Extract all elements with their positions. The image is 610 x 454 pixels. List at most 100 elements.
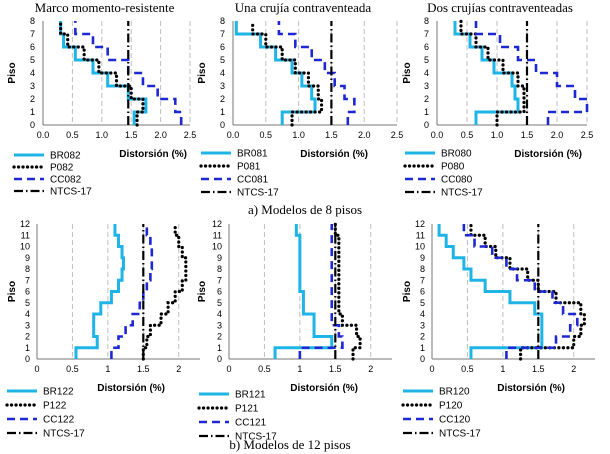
- y-tick-label: 3: [25, 320, 30, 330]
- x-tick-label: 0.5: [66, 130, 79, 140]
- y-tick-label: 0: [424, 120, 429, 130]
- y-tick-label: 5: [420, 298, 425, 308]
- series-br122: [74, 224, 125, 359]
- y-tick-label: 6: [420, 287, 425, 297]
- series-cc081: [277, 21, 356, 125]
- y-tick-label: 5: [30, 55, 35, 65]
- legend-label-cc122: CC122: [43, 415, 75, 426]
- x-tick-label: 0.5: [258, 364, 271, 374]
- x-axis-title: Distorsión (%): [497, 383, 565, 394]
- legend-label-ntcs-17: NTCS-17: [237, 188, 279, 199]
- y-tick-label: 2: [30, 94, 35, 104]
- x-tick-label: 2.5: [391, 130, 404, 140]
- y-tick-label: 8: [424, 16, 429, 26]
- y-tick-label: 2: [25, 332, 30, 342]
- y-tick-label: 4: [25, 309, 30, 319]
- x-tick-label: 0.5: [461, 130, 474, 140]
- y-tick-label: 6: [424, 42, 429, 52]
- series-p122: [141, 222, 188, 361]
- y-tick-label: 8: [30, 16, 35, 26]
- y-tick-label: 4: [30, 68, 35, 78]
- legend-label-p080: P080: [441, 162, 465, 173]
- y-tick-label: 11: [21, 230, 30, 240]
- y-tick-label: 0: [217, 354, 222, 364]
- y-tick-label: 4: [424, 68, 429, 78]
- y-tick-label: 1: [424, 107, 429, 117]
- y-tick-label: 6: [220, 42, 225, 52]
- y-tick-label: 0: [25, 354, 30, 364]
- y-tick-label: 1: [30, 107, 35, 117]
- y-tick-label: 6: [25, 287, 30, 297]
- x-axis-title: Distorsión (%): [290, 383, 358, 394]
- y-tick-label: 4: [420, 309, 425, 319]
- x-tick-label: 0.5: [461, 364, 474, 374]
- legend-label-ntcs-17: NTCS-17: [441, 188, 483, 199]
- series-cc082: [74, 21, 183, 125]
- y-tick-label: 7: [424, 29, 429, 39]
- x-tick-label: 0: [429, 364, 434, 374]
- legend-label-br121: BR121: [235, 390, 266, 401]
- x-tick-label: 1.5: [532, 364, 545, 374]
- x-tick-label: 0: [226, 364, 231, 374]
- legend-label-p082: P082: [50, 163, 74, 174]
- y-tick-label: 2: [217, 332, 222, 342]
- x-tick-label: 1: [297, 364, 302, 374]
- series-p080: [459, 19, 526, 127]
- y-tick-label: 12: [212, 219, 222, 229]
- y-axis-title: Piso: [197, 281, 208, 302]
- y-tick-label: 3: [217, 320, 222, 330]
- chart-title: Una crujía contraventeada: [235, 0, 372, 15]
- x-tick-label: 1.5: [521, 130, 534, 140]
- x-tick-label: 2: [176, 364, 181, 374]
- y-tick-label: 2: [220, 94, 225, 104]
- y-tick-label: 1: [217, 343, 222, 353]
- y-tick-label: 7: [420, 275, 425, 285]
- caption-8-pisos: a) Modelos de 8 pisos: [248, 202, 362, 217]
- x-tick-label: 2: [571, 364, 576, 374]
- y-tick-label: 7: [217, 275, 222, 285]
- legend-label-cc121: CC121: [235, 418, 267, 429]
- legend-label-ntcs-17: NTCS-17: [439, 429, 481, 440]
- x-tick-label: 1.0: [292, 130, 305, 140]
- series-cc121: [298, 224, 344, 359]
- x-axis-title: Distorsión (%): [97, 383, 165, 394]
- series-br120: [437, 224, 544, 359]
- y-tick-label: 12: [415, 219, 425, 229]
- y-tick-label: 11: [416, 230, 425, 240]
- x-tick-label: 1.0: [491, 130, 504, 140]
- legend-label-br080: BR080: [441, 149, 472, 160]
- y-tick-label: 8: [420, 264, 425, 274]
- y-tick-label: 7: [25, 275, 30, 285]
- y-tick-label: 5: [25, 298, 30, 308]
- y-tick-label: 1: [25, 343, 30, 353]
- y-tick-label: 3: [220, 81, 225, 91]
- x-tick-label: 0: [34, 364, 39, 374]
- y-tick-label: 8: [25, 264, 30, 274]
- x-tick-label: 1: [500, 364, 505, 374]
- y-tick-label: 10: [415, 242, 425, 252]
- x-tick-label: 2.0: [358, 130, 371, 140]
- y-axis-title: Piso: [402, 62, 413, 83]
- y-tick-label: 5: [220, 55, 225, 65]
- legend-label-ntcs-17: NTCS-17: [235, 432, 277, 443]
- y-axis-title: Piso: [7, 281, 18, 302]
- legend-label-p081: P081: [237, 162, 261, 173]
- chart-a1: 0 1 2 3 4 5 6 7 8 0.0 0.5 1.0 1.5 2.0 2.5 Piso Distorsió…: [7, 0, 196, 198]
- x-tick-label: 1: [105, 364, 110, 374]
- y-axis-title: Piso: [7, 62, 18, 83]
- legend-label-br122: BR122: [43, 387, 74, 398]
- y-tick-label: 10: [20, 242, 30, 252]
- y-tick-label: 5: [424, 55, 429, 65]
- x-tick-label: 2.5: [581, 130, 594, 140]
- y-tick-label: 0: [420, 354, 425, 364]
- series-p120: [469, 222, 586, 361]
- y-tick-label: 0: [30, 120, 35, 130]
- y-tick-label: 4: [217, 309, 222, 319]
- x-axis-title: Distorsión (%): [514, 149, 582, 160]
- y-tick-label: 5: [217, 298, 222, 308]
- y-tick-label: 6: [217, 287, 222, 297]
